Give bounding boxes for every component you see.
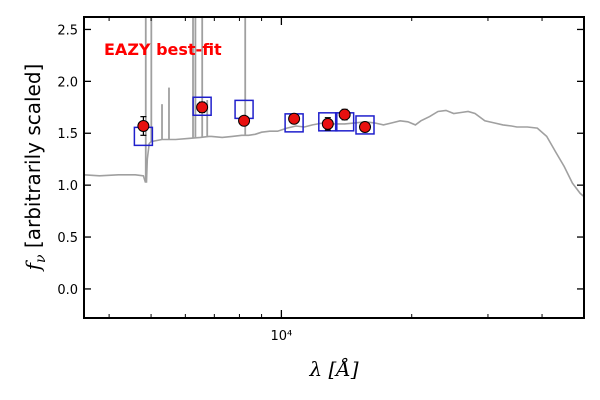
x-tick-label: 10⁴ <box>271 329 293 344</box>
y-tick-label: 1.0 <box>57 179 78 194</box>
y-tick-label: 2.5 <box>57 23 78 38</box>
model-photometry-marker <box>192 96 212 117</box>
observed-photometry-point <box>288 112 301 125</box>
y-tick-label: 2.0 <box>57 75 78 90</box>
observed-photometry-point <box>321 117 334 130</box>
template-spectrum-line <box>84 109 584 198</box>
axes-frame <box>83 16 585 319</box>
ticks: 0.0 0.5 1.0 1.5 2.0 2.5 10⁴ <box>57 17 584 344</box>
observed-photometry-point <box>238 114 251 127</box>
y-tick-label: 0.0 <box>57 283 78 298</box>
x-axis-label: λ [Å] <box>308 356 358 381</box>
plot-area <box>84 17 584 198</box>
observed-photometry-point <box>359 121 372 134</box>
observed-photometry-point <box>137 119 150 132</box>
y-tick-label: 0.5 <box>57 231 78 246</box>
y-axis-label: fν [arbitrarily scaled] <box>21 64 49 273</box>
observed-photometry-point <box>196 101 209 114</box>
fit-annotation: EAZY best-fit <box>104 40 222 59</box>
y-tick-label: 1.5 <box>57 127 78 142</box>
plot-inner <box>84 17 584 198</box>
model-photometry-marker <box>318 112 338 132</box>
model-photometry-marker <box>355 115 375 135</box>
observed-photometry-point <box>338 108 351 121</box>
